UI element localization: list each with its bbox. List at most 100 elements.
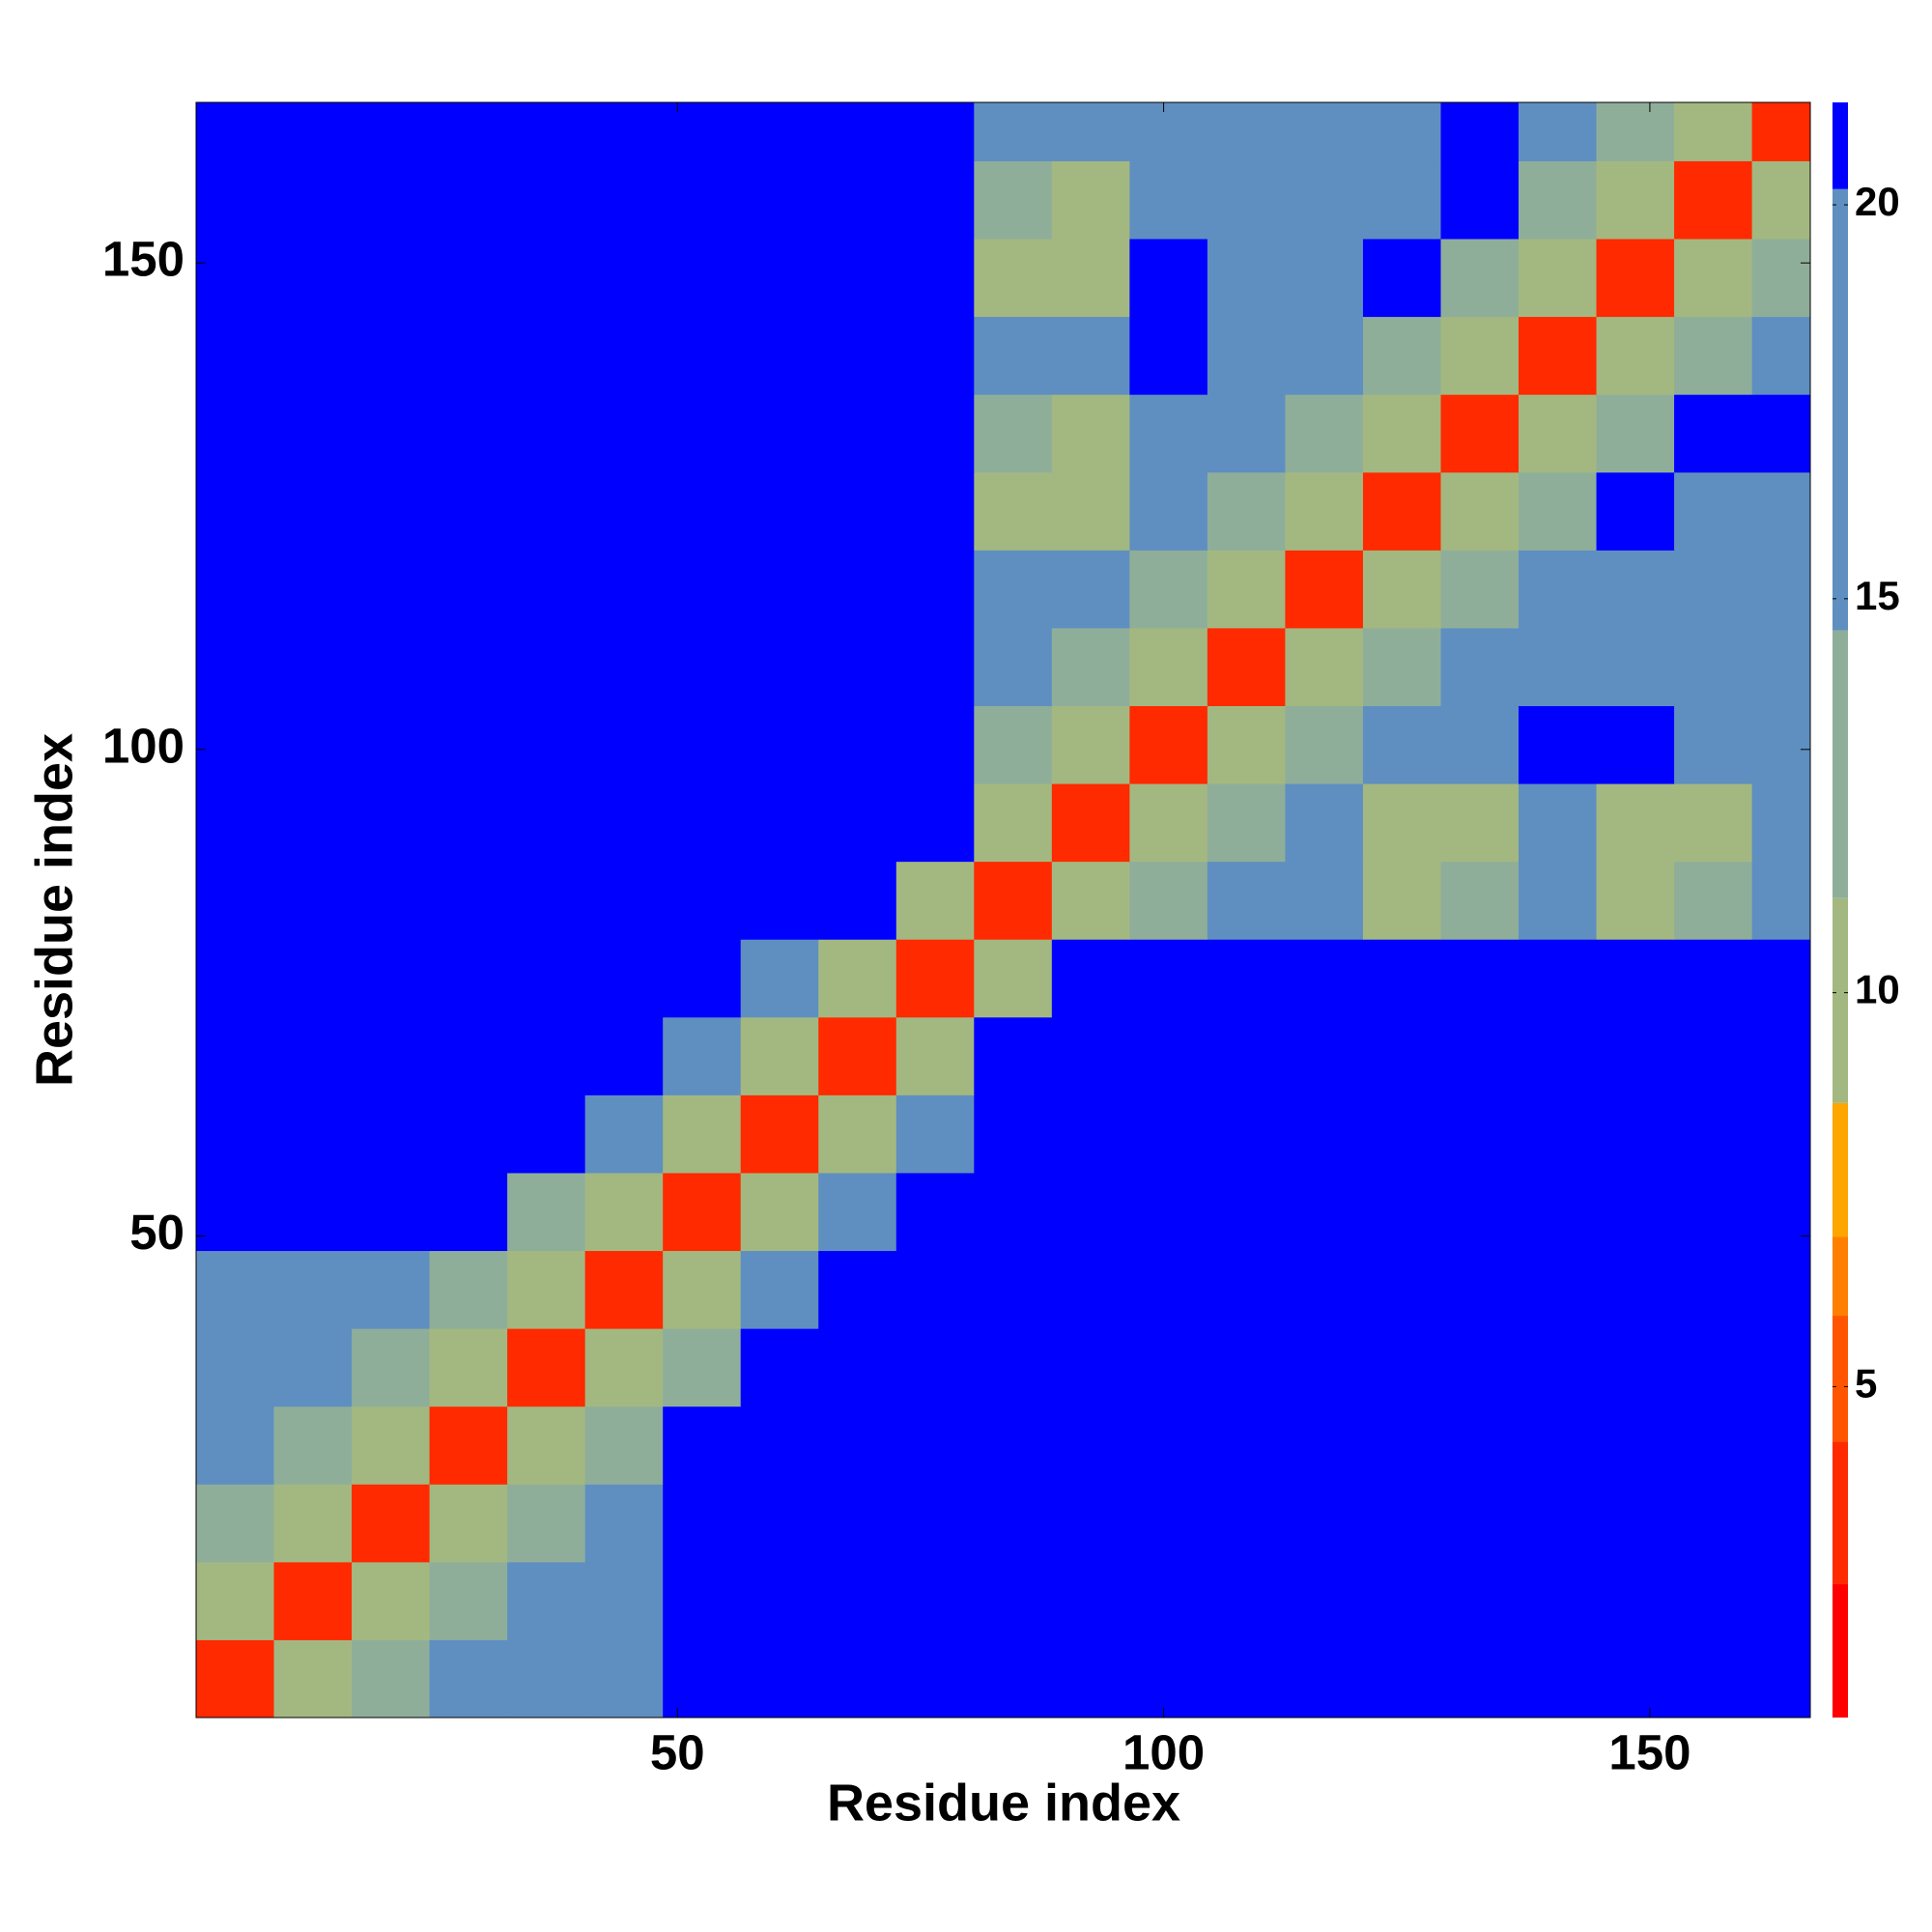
- heatmap-cell: [974, 1250, 1053, 1329]
- heatmap-cell: [974, 1561, 1053, 1640]
- heatmap-cell: [1674, 102, 1753, 161]
- heatmap-cell: [1207, 471, 1286, 551]
- heatmap-cell: [1051, 1094, 1130, 1174]
- heatmap-cell: [584, 1406, 664, 1485]
- heatmap-cell: [1129, 861, 1208, 940]
- heatmap-cell: [1362, 1328, 1441, 1407]
- heatmap-cell: [1440, 1094, 1520, 1174]
- heatmap-cell: [273, 939, 353, 1018]
- heatmap-cell: [1285, 1172, 1364, 1252]
- heatmap-cell: [1751, 861, 1811, 940]
- heatmap-cell: [740, 102, 819, 161]
- heatmap-cell: [196, 1406, 275, 1485]
- heatmap-cell: [352, 1328, 431, 1407]
- heatmap-cell: [507, 939, 586, 1018]
- colorbar-tick-label: 20: [1855, 179, 1900, 224]
- colorbar-band: [1833, 1316, 1848, 1442]
- heatmap-cell: [974, 783, 1053, 863]
- heatmap-cell: [740, 705, 819, 784]
- heatmap-cell: [429, 705, 508, 784]
- heatmap-cell: [895, 1639, 975, 1719]
- heatmap-cell: [740, 627, 819, 706]
- heatmap-cell: [1362, 861, 1441, 940]
- heatmap-cell: [1519, 861, 1598, 940]
- heatmap-cell: [895, 160, 975, 240]
- heatmap-cell: [273, 316, 353, 395]
- heatmap-cell: [818, 471, 897, 551]
- heatmap-cell: [1674, 1328, 1753, 1407]
- heatmap-cell: [584, 239, 664, 318]
- heatmap-cell: [1285, 1328, 1364, 1407]
- heatmap-cell: [663, 1328, 742, 1407]
- heatmap-cell: [1362, 239, 1441, 318]
- plot-frame: [195, 101, 1811, 1719]
- heatmap-cell: [895, 1406, 975, 1485]
- heatmap-cell: [1207, 1639, 1286, 1719]
- heatmap-cell: [507, 471, 586, 551]
- heatmap-cell: [663, 1016, 742, 1095]
- heatmap-cell: [1051, 1172, 1130, 1252]
- heatmap-cell: [1207, 102, 1286, 161]
- heatmap-cell: [1440, 1406, 1520, 1485]
- heatmap-cell: [1519, 1250, 1598, 1329]
- heatmap-cell: [1207, 1406, 1286, 1485]
- heatmap-cell: [1674, 1172, 1753, 1252]
- heatmap-cell: [1051, 627, 1130, 706]
- heatmap-cell: [818, 239, 897, 318]
- heatmap-cell: [1519, 394, 1598, 473]
- heatmap-cell: [273, 783, 353, 863]
- heatmap-cell: [818, 783, 897, 863]
- heatmap-cell: [1362, 783, 1441, 863]
- heatmap-cell: [507, 316, 586, 395]
- heatmap-cell: [584, 550, 664, 629]
- heatmap-cell: [1129, 160, 1208, 240]
- heatmap-cell: [1519, 550, 1598, 629]
- heatmap-cell: [273, 394, 353, 473]
- heatmap-cell: [196, 627, 275, 706]
- heatmap-cell: [1362, 160, 1441, 240]
- heatmap-cell: [273, 102, 353, 161]
- heatmap-cell: [1596, 102, 1675, 161]
- heatmap-cell: [663, 1484, 742, 1563]
- heatmap-cell: [1596, 550, 1675, 629]
- heatmap-cell: [1051, 471, 1130, 551]
- heatmap-cell: [273, 160, 353, 240]
- heatmap-cell: [895, 1094, 975, 1174]
- colorbar-tick-label: 10: [1855, 967, 1900, 1012]
- heatmap-cell: [1285, 1250, 1364, 1329]
- heatmap-cell: [1129, 939, 1208, 1018]
- heatmap-cell: [1596, 705, 1675, 784]
- x-tick-label: 150: [1608, 1724, 1690, 1779]
- heatmap-cell: [352, 1016, 431, 1095]
- heatmap-cell: [1674, 1406, 1753, 1485]
- heatmap-cell: [1751, 1328, 1811, 1407]
- heatmap-cell: [740, 1484, 819, 1563]
- heatmap-cell: [1674, 550, 1753, 629]
- heatmap-cell: [740, 1094, 819, 1174]
- heatmap-cell: [429, 1016, 508, 1095]
- heatmap-cell: [584, 394, 664, 473]
- heatmap-cell: [352, 627, 431, 706]
- colorbar-band: [1833, 897, 1848, 1103]
- heatmap-cell: [1362, 1639, 1441, 1719]
- heatmap-cell: [1129, 705, 1208, 784]
- heatmap-cell: [1596, 1328, 1675, 1407]
- heatmap-cell: [1051, 316, 1130, 395]
- heatmap-cell: [818, 1639, 897, 1719]
- heatmap-cell: [1519, 627, 1598, 706]
- heatmap-cell: [895, 627, 975, 706]
- heatmap-cell: [1285, 1406, 1364, 1485]
- heatmap-cell: [1751, 394, 1811, 473]
- heatmap-cell: [1674, 471, 1753, 551]
- heatmap-cell: [663, 471, 742, 551]
- heatmap-cell: [1207, 316, 1286, 395]
- heatmap-cell: [1674, 861, 1753, 940]
- heatmap-cell: [507, 1016, 586, 1095]
- heatmap-cell: [1751, 1172, 1811, 1252]
- heatmap-cell: [974, 316, 1053, 395]
- heatmap-cell: [196, 1250, 275, 1329]
- heatmap-cell: [1440, 550, 1520, 629]
- heatmap-cell: [429, 861, 508, 940]
- heatmap-cell: [507, 861, 586, 940]
- heatmap-cell: [1596, 471, 1675, 551]
